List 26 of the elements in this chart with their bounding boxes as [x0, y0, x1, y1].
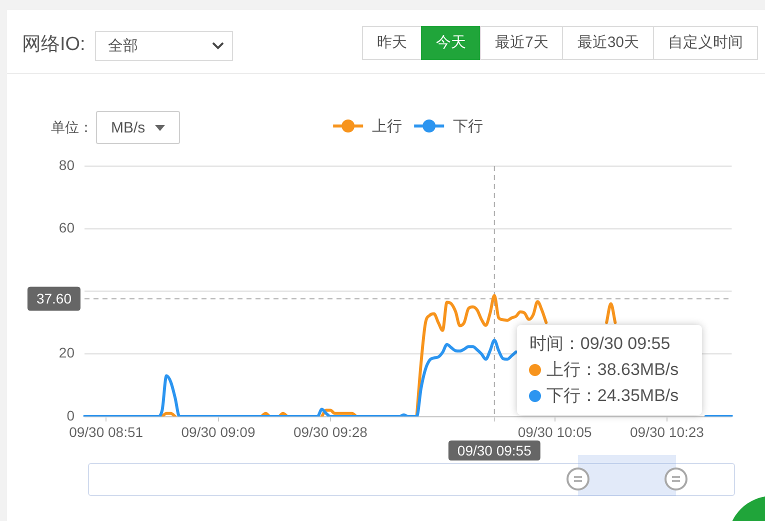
dropdown: 全部: [95, 31, 233, 61]
x-tick-label: 09/30 09:28: [293, 424, 368, 440]
y-tick-label: 60: [58, 219, 75, 236]
text: 单位：: [51, 118, 93, 136]
y-tick-label: 0: [66, 407, 75, 424]
x-tick-label: 09/30 10:23: [630, 424, 704, 440]
legend-label: 上行: [372, 118, 402, 136]
annotation: 上行：38.63MB/s: [546, 360, 679, 379]
button: 自定义时间: [653, 26, 758, 60]
button: 最近7天: [480, 26, 564, 60]
x-tick-label: 09/30 10:05: [518, 424, 592, 440]
y-tick-label: 80: [58, 156, 75, 173]
x-tick-label: 09/30 09:09: [181, 424, 256, 440]
annotation: 下行：24.35MB/s: [546, 386, 679, 405]
y-tick-label: 20: [58, 344, 75, 361]
annotation: 时间：09/30 09:55: [529, 334, 670, 353]
legend-label: 下行: [453, 118, 484, 136]
ref-line-label: 37.60: [36, 290, 72, 307]
button: 最近30天: [562, 26, 654, 60]
button: 今天: [420, 26, 481, 60]
x-tick-label: 09/30 09:55: [457, 442, 532, 458]
chart-title: 网络IO:: [22, 33, 86, 57]
dropdown: MB/s: [96, 111, 180, 144]
button: 昨天: [362, 26, 422, 60]
x-tick-label: 09/30 08:51: [69, 424, 144, 440]
tooltip: 时间：09/30 09:55 上行：38.63MB/s 下行：24.35MB/s: [517, 324, 702, 415]
